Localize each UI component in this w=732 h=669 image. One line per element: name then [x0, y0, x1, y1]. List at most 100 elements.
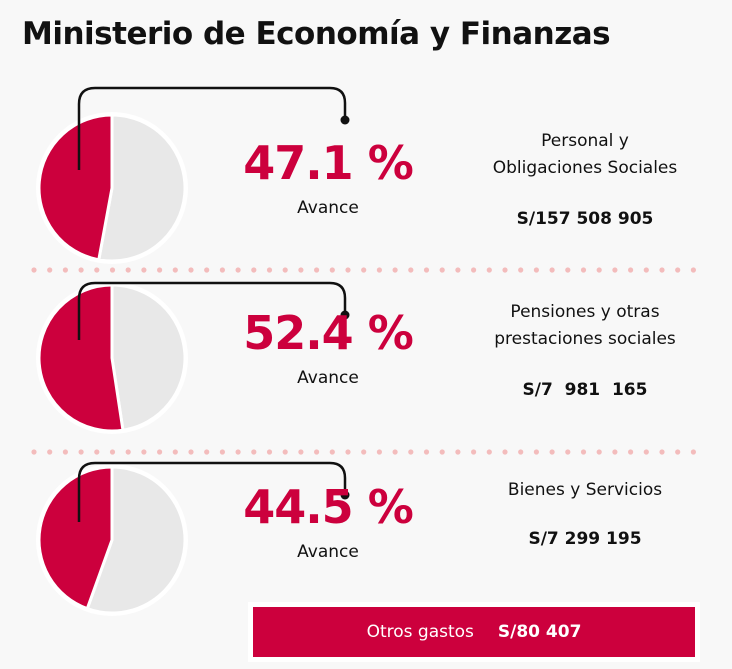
separator-dot [329, 449, 335, 455]
separator-dot [235, 449, 241, 455]
separator-dot [580, 449, 587, 455]
separator-dot [251, 267, 257, 273]
percent-label-1: 47.1 % [243, 136, 414, 190]
separator-dot [471, 449, 477, 455]
separator-dot [439, 267, 445, 273]
separator-dot [251, 449, 257, 455]
separator-dot [455, 267, 461, 273]
pie-slice-avance [37, 465, 114, 611]
separator-dot [298, 267, 304, 273]
separator-dot [62, 267, 68, 273]
category-line: prestaciones sociales [494, 329, 676, 349]
amount-1: S/157 508 905 [516, 209, 654, 229]
separator-dot [157, 449, 163, 455]
separator-dot [282, 267, 288, 273]
separator-dot [659, 267, 665, 273]
category-line: Obligaciones Sociales [492, 158, 678, 178]
separator-dot [109, 449, 116, 455]
connector-line [77, 86, 347, 170]
avance-label-2: Avance [297, 368, 359, 388]
separator-dot [408, 449, 414, 455]
separator-dot [361, 449, 367, 455]
separator-dot [282, 449, 288, 455]
separator-dot [675, 267, 681, 273]
separator-dot [486, 449, 492, 455]
separator-dot [31, 267, 37, 273]
separator-dot [78, 267, 84, 273]
separator-dot [565, 267, 571, 273]
separator-dot [659, 449, 665, 455]
pie-slice-remaining [85, 465, 187, 615]
separator-dot [423, 449, 430, 455]
separator-dot [471, 267, 477, 273]
page-title: Ministerio de Economía y Finanzas [22, 16, 611, 52]
separator-dot [690, 449, 697, 455]
separator-dot [549, 267, 555, 273]
pie-slice-remaining [110, 283, 187, 432]
separator-dot [580, 267, 587, 273]
separator-dot [408, 267, 414, 273]
separator-dot [157, 267, 163, 273]
separator-dot [423, 267, 430, 273]
separator-dot [549, 449, 555, 455]
otros-gastos-amount: S/80 407 [497, 622, 582, 642]
separator-dot [628, 449, 634, 455]
separator-dot [392, 449, 398, 455]
avance-label-3: Avance [297, 542, 359, 562]
amount-2: S/7 981 165 [522, 380, 648, 400]
separator-dot [533, 449, 540, 455]
connector-line [77, 461, 347, 522]
separator-dot [486, 267, 492, 273]
category-label-1: Personal y Obligaciones Sociales [460, 128, 710, 182]
separator-dot [643, 449, 649, 455]
separator-dot [204, 267, 210, 273]
connector-line [77, 281, 347, 340]
percent-label-2: 52.4 % [243, 306, 414, 360]
separator-dot [455, 449, 461, 455]
separator-dot [62, 449, 68, 455]
pie-slice-remaining [97, 113, 187, 263]
separator-dot [219, 267, 225, 273]
separator-dot [329, 267, 335, 273]
otros-gastos-banner: Otros gastos S/80 407 [248, 602, 700, 662]
separator-dot [596, 267, 602, 273]
separator-dot [204, 449, 210, 455]
separator-dot [172, 449, 178, 455]
separator-dot [314, 449, 320, 455]
separator-dot [94, 449, 100, 455]
separator-dot [314, 267, 320, 273]
separator-dot [235, 267, 241, 273]
separator-dot [141, 449, 147, 455]
separator-dot [502, 449, 508, 455]
category-line: Personal y [541, 131, 629, 151]
separator-dot [376, 267, 382, 273]
separator-dot [518, 449, 524, 455]
separator-dot [361, 267, 367, 273]
separator-dot [502, 267, 508, 273]
pie-slice-avance [37, 113, 114, 262]
separator-dot [392, 267, 398, 273]
separator-dot [266, 449, 273, 455]
category-line: Pensiones y otras [510, 302, 660, 322]
separator-dot [125, 267, 131, 273]
separator-dot [266, 267, 273, 273]
separator-dot [345, 267, 351, 273]
separator-dot [172, 267, 178, 273]
category-label-3: Bienes y Servicios [460, 477, 710, 504]
otros-gastos-label: Otros gastos [366, 622, 474, 642]
separator-dot [565, 449, 571, 455]
separator-dot [298, 449, 304, 455]
separator-dot [518, 267, 524, 273]
separator-dot [219, 449, 225, 455]
separator-dot [141, 267, 147, 273]
separator-dot [439, 449, 445, 455]
pie-slice-avance [37, 283, 125, 433]
amount-3: S/7 299 195 [528, 529, 642, 549]
separator-dot [78, 449, 84, 455]
separator-dot [690, 267, 697, 273]
avance-label-1: Avance [297, 198, 359, 218]
separator-dot [188, 267, 194, 273]
separator-dot [345, 449, 351, 455]
connector-dot [340, 490, 350, 500]
separator-dot [612, 449, 618, 455]
